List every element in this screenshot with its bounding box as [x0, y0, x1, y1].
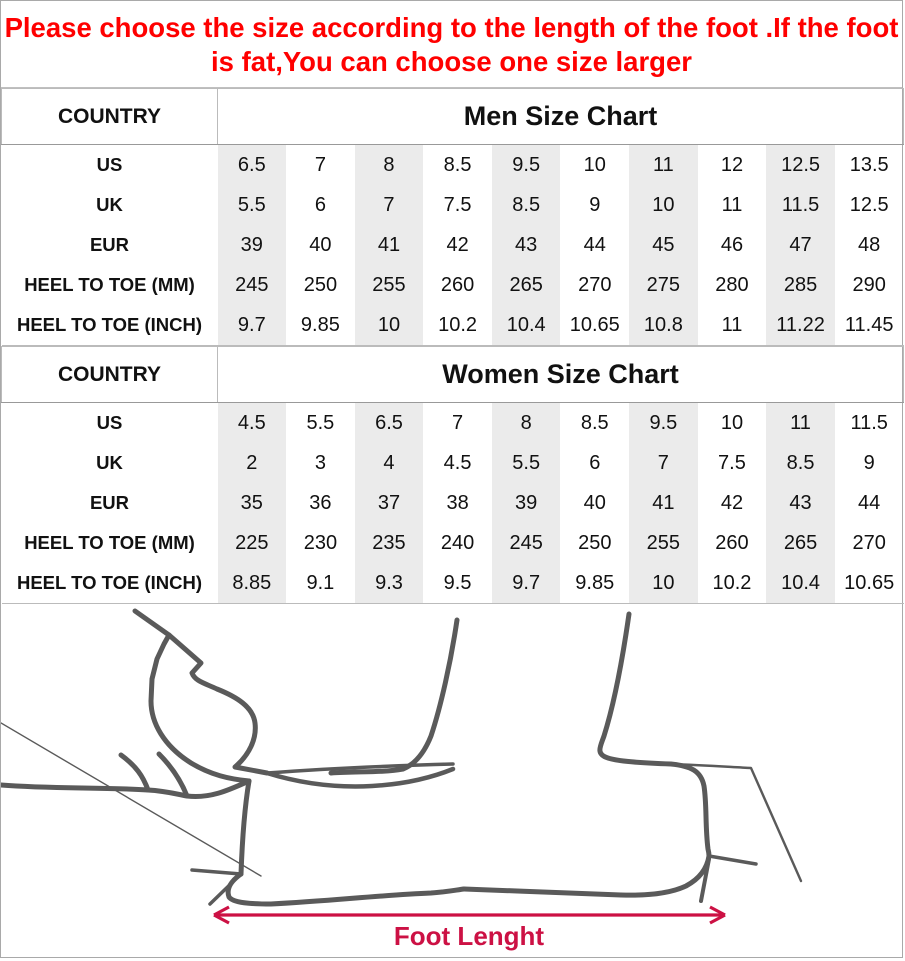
svg-text:Foot Lenght: Foot Lenght [394, 921, 545, 951]
